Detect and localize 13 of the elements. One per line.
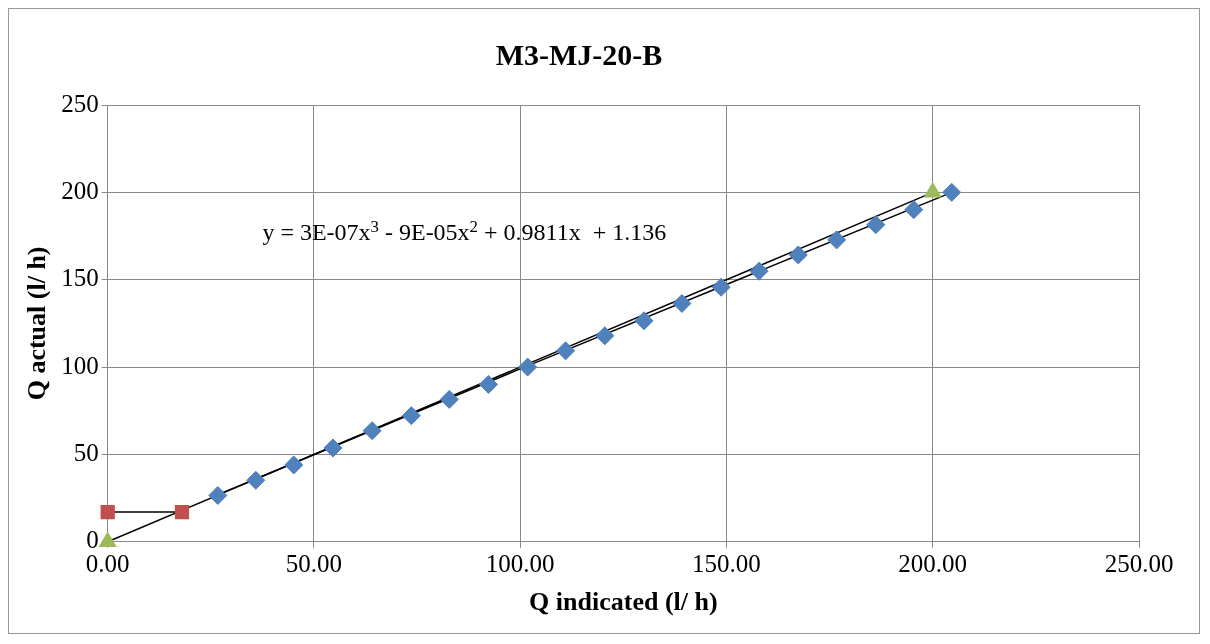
x-tick-label: 250.00 [1104,550,1174,578]
y-tick-label: 100 [61,351,99,379]
x-tick-label: 100.00 [485,550,555,578]
x-tick-label: 150.00 [692,550,761,578]
y-tick-label: 200 [61,176,99,204]
chart-title: M3-MJ-20-B [495,37,663,71]
x-tick-label: 50.00 [285,550,343,578]
x-axis-title: Q indicated (l/ h) [529,587,718,617]
x-tick-label: 200.00 [898,550,968,578]
y-tick-label: 50 [73,439,99,466]
y-axis-title: Q actual (l/ h) [22,246,52,401]
y-tick-label: 150 [61,264,99,292]
y-tick-label: 250 [61,89,99,117]
